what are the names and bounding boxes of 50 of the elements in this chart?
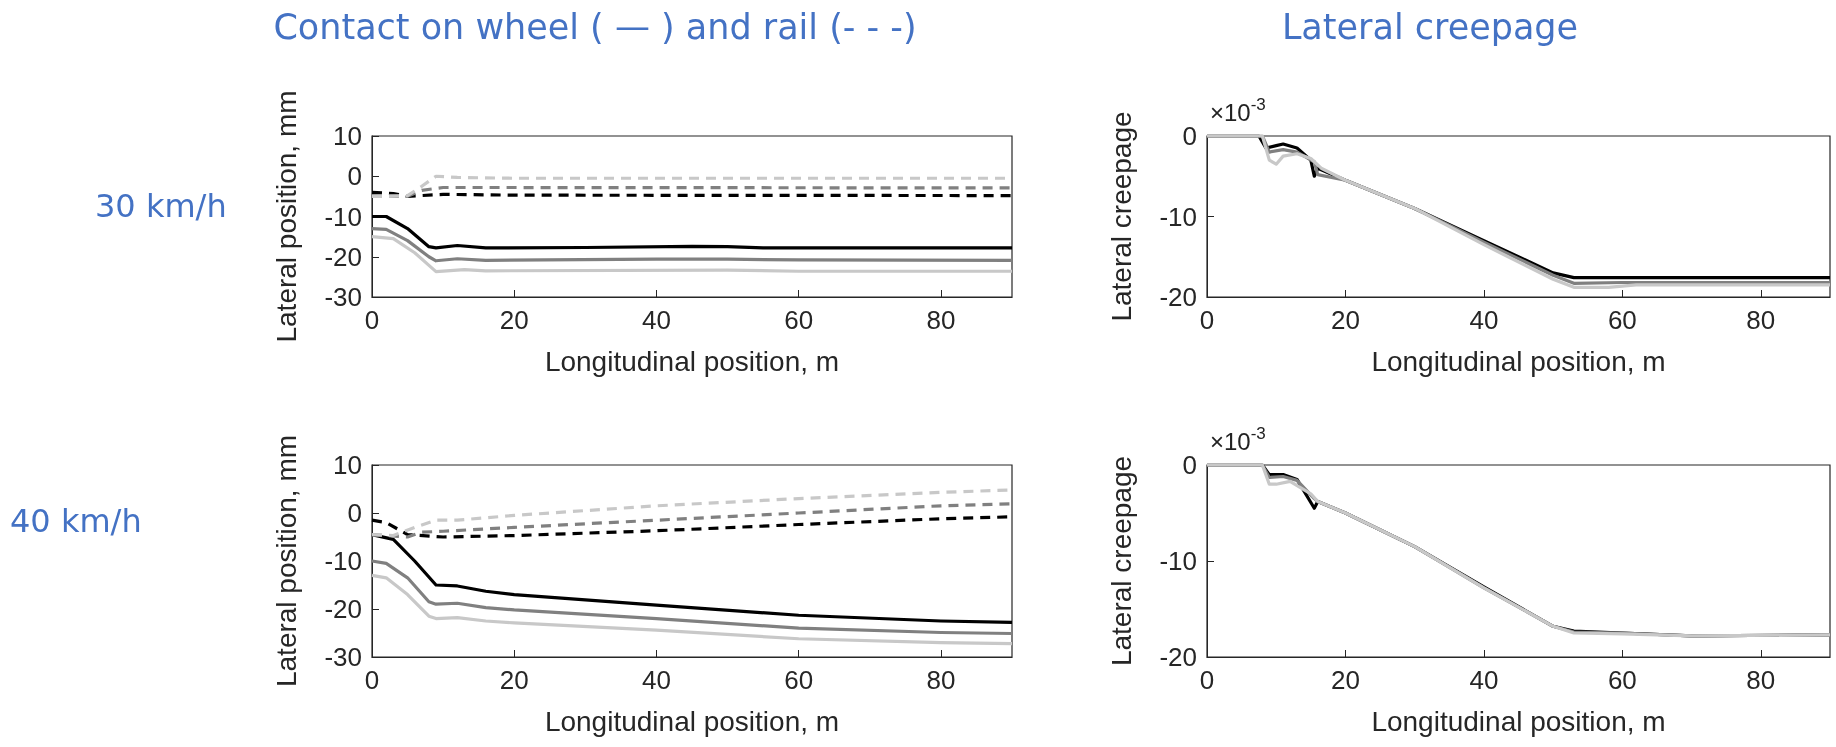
y-tick-label: -20 xyxy=(324,594,362,624)
x-tick-label: 80 xyxy=(926,305,956,335)
x-tick-label: 20 xyxy=(1330,665,1360,695)
y-tick-label: -10 xyxy=(1159,546,1197,576)
y-axis-title: Lateral position, mm xyxy=(270,90,302,343)
y-axis-title: Lateral creepage xyxy=(1105,111,1137,322)
y-tick-label: -20 xyxy=(324,241,362,272)
x-axis-title: Longitudinal position, m xyxy=(544,705,840,737)
y-tick-label: 0 xyxy=(347,498,362,528)
x-tick-label: 60 xyxy=(784,305,814,335)
x-tick-label: 80 xyxy=(1746,665,1776,695)
y-axis-title: Lateral creepage xyxy=(1105,455,1137,667)
y-tick-label: 10 xyxy=(333,121,362,151)
x-tick-label: 20 xyxy=(499,665,529,695)
y-tick-label: -20 xyxy=(1159,282,1197,312)
chart-title: Contact on wheel ( — ) and rail (- - -) xyxy=(273,6,917,47)
y-tick-label: 0 xyxy=(1182,450,1197,480)
x-tick-label: 60 xyxy=(1607,665,1637,695)
y-tick-label: -20 xyxy=(1159,642,1197,672)
x-tick-label: 40 xyxy=(1469,665,1499,695)
x-tick-label: 20 xyxy=(499,305,529,335)
line-series xyxy=(370,559,1014,636)
x-axis-title: Longitudinal position, m xyxy=(1371,705,1666,737)
y-tick-label: 10 xyxy=(333,450,362,480)
x-tick-label: 60 xyxy=(784,665,814,695)
line-series xyxy=(370,214,1014,250)
x-tick-label: 60 xyxy=(1607,305,1637,335)
line-series xyxy=(370,235,1014,274)
line-series xyxy=(370,226,1014,263)
chart-title: Lateral creepage xyxy=(1281,6,1579,47)
y-axis-title: Lateral position, mm xyxy=(270,434,302,688)
y-tick-label: -30 xyxy=(324,642,362,672)
x-tick-label: 20 xyxy=(1330,305,1360,335)
x-tick-label: 40 xyxy=(641,665,671,695)
x-tick-label: 80 xyxy=(1746,305,1776,335)
line-series xyxy=(370,573,1014,646)
y-tick-label: -30 xyxy=(324,282,362,312)
x-tick-label: 80 xyxy=(926,665,956,695)
y-tick-label: -10 xyxy=(324,546,362,576)
x-axis-title: Longitudinal position, m xyxy=(1371,345,1666,377)
x-tick-label: 40 xyxy=(641,305,671,335)
y-tick-label: 0 xyxy=(1182,121,1197,151)
y-tick-label: 0 xyxy=(347,161,362,192)
line-series xyxy=(370,533,1014,625)
text: 40 km/h xyxy=(10,502,142,540)
text: 30 km/h xyxy=(95,187,227,225)
x-tick-label: 40 xyxy=(1469,305,1499,335)
x-axis-title: Longitudinal position, m xyxy=(544,345,840,377)
y-tick-label: -10 xyxy=(324,201,362,232)
y-tick-label: -10 xyxy=(1159,201,1197,232)
